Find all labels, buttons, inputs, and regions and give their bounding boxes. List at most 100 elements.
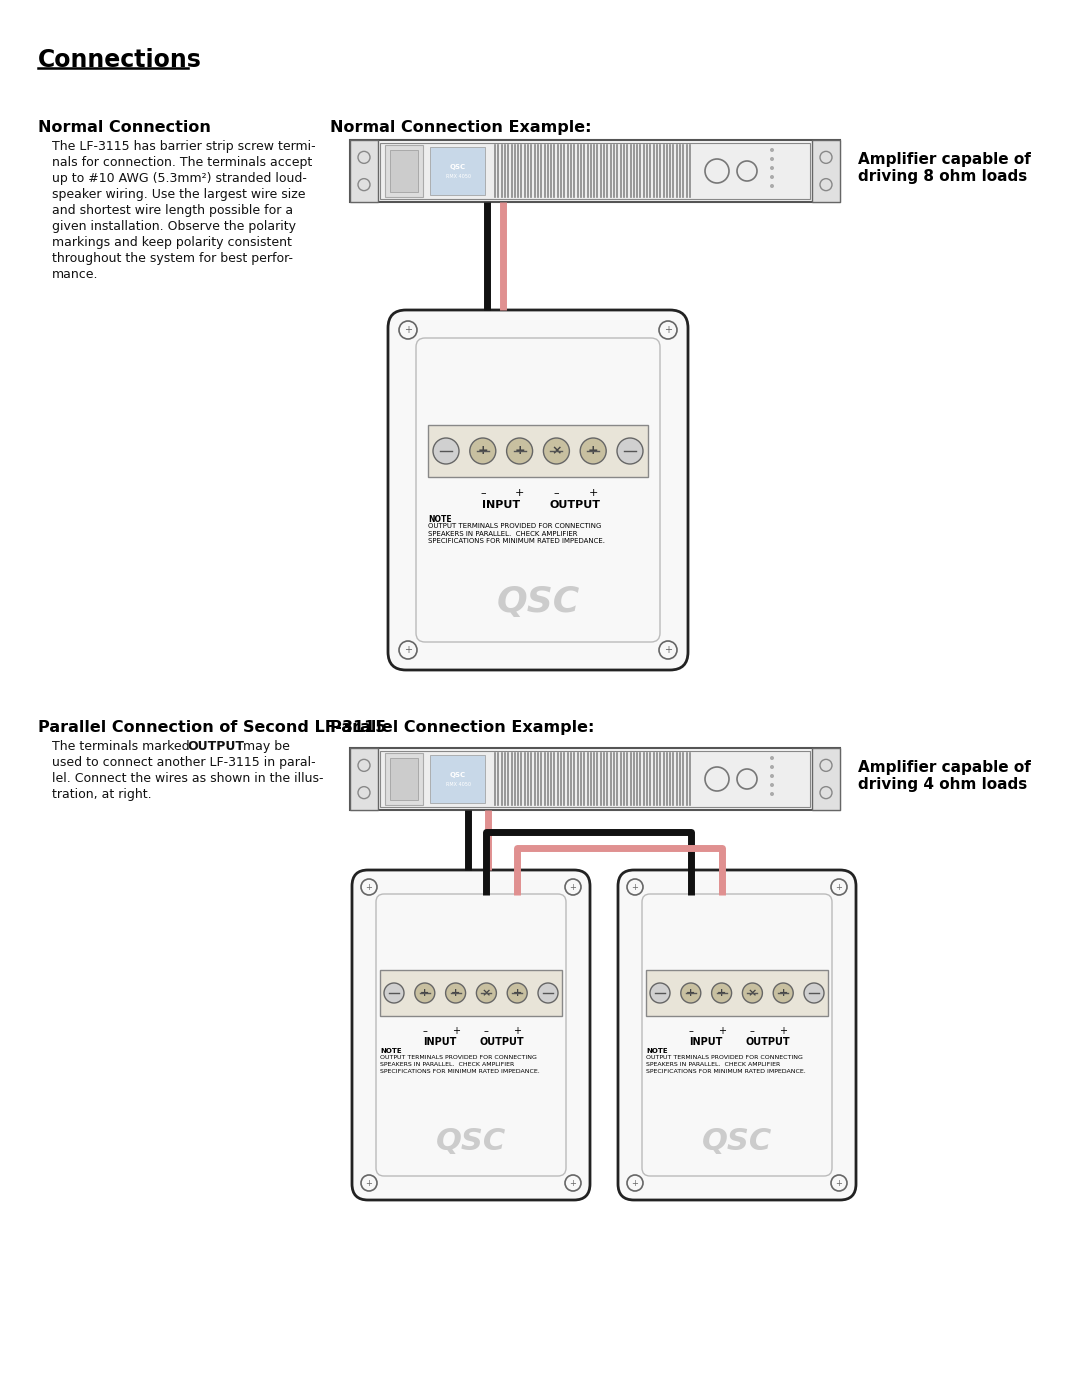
Bar — [350, 747, 840, 810]
Text: Parallel Connection Example:: Parallel Connection Example: — [330, 719, 594, 735]
Circle shape — [804, 983, 824, 1003]
Text: –: – — [750, 1025, 755, 1037]
Text: SPEAKERS IN PARALLEL.  CHECK AMPLIFIER: SPEAKERS IN PARALLEL. CHECK AMPLIFIER — [646, 1062, 780, 1067]
Bar — [350, 140, 840, 203]
Circle shape — [680, 983, 701, 1003]
Circle shape — [770, 782, 774, 787]
Text: +: + — [451, 1025, 460, 1037]
Text: The terminals marked: The terminals marked — [52, 740, 193, 753]
Circle shape — [773, 983, 793, 1003]
Text: SPECIFICATIONS FOR MINIMUM RATED IMPEDANCE.: SPECIFICATIONS FOR MINIMUM RATED IMPEDAN… — [380, 1069, 540, 1074]
FancyBboxPatch shape — [618, 870, 856, 1200]
FancyBboxPatch shape — [416, 338, 660, 643]
Text: +: + — [404, 645, 411, 655]
Circle shape — [742, 983, 762, 1003]
Bar — [384, 753, 423, 805]
Text: –: – — [484, 1025, 489, 1037]
FancyBboxPatch shape — [388, 310, 688, 671]
Text: mance.: mance. — [52, 268, 98, 281]
Circle shape — [433, 439, 459, 464]
Text: +: + — [589, 488, 598, 497]
Text: SPEAKERS IN PARALLEL.  CHECK AMPLIFIER: SPEAKERS IN PARALLEL. CHECK AMPLIFIER — [428, 531, 578, 536]
Text: Connections: Connections — [38, 47, 202, 73]
Text: Amplifier capable of
driving 8 ohm loads: Amplifier capable of driving 8 ohm loads — [858, 152, 1031, 184]
Bar — [390, 149, 418, 191]
Text: –: – — [554, 488, 559, 497]
Text: QSC: QSC — [450, 163, 467, 170]
Text: ×: × — [747, 988, 757, 997]
Text: NOTE: NOTE — [428, 515, 451, 524]
Text: +: + — [451, 988, 460, 997]
Text: ×: × — [482, 988, 491, 997]
Text: +: + — [477, 444, 488, 457]
Circle shape — [476, 983, 497, 1003]
Text: +: + — [365, 883, 373, 891]
Circle shape — [770, 175, 774, 179]
Text: +: + — [717, 1025, 726, 1037]
Text: NOTE: NOTE — [380, 1048, 402, 1053]
Text: +: + — [514, 444, 525, 457]
FancyBboxPatch shape — [352, 870, 590, 1200]
Text: –: – — [422, 1025, 428, 1037]
Text: OUTPUT: OUTPUT — [745, 1037, 791, 1046]
Text: tration, at right.: tration, at right. — [52, 788, 151, 800]
Circle shape — [508, 983, 527, 1003]
Circle shape — [770, 774, 774, 778]
Text: used to connect another LF-3115 in paral-: used to connect another LF-3115 in paral… — [52, 756, 315, 768]
Text: +: + — [513, 1025, 522, 1037]
Text: INPUT: INPUT — [689, 1037, 723, 1046]
Text: +: + — [686, 988, 696, 997]
Text: OUTPUT: OUTPUT — [480, 1037, 524, 1046]
Text: ×: × — [551, 444, 562, 457]
Text: +: + — [515, 488, 524, 497]
Text: Parallel Connection of Second LF-3115: Parallel Connection of Second LF-3115 — [38, 719, 387, 735]
Text: OUTPUT: OUTPUT — [187, 740, 244, 753]
Text: QSC: QSC — [436, 1127, 507, 1157]
Circle shape — [507, 439, 532, 464]
Text: +: + — [569, 1179, 577, 1187]
Text: –: – — [480, 488, 486, 497]
Text: +: + — [664, 645, 672, 655]
Text: The LF-3115 has barrier strip screw termi-: The LF-3115 has barrier strip screw term… — [52, 140, 315, 154]
Bar — [380, 142, 810, 198]
Text: QSC: QSC — [702, 1127, 772, 1157]
Text: may be: may be — [239, 740, 289, 753]
Text: RMX 4050: RMX 4050 — [446, 173, 471, 179]
Text: +: + — [632, 1179, 638, 1187]
Text: QSC: QSC — [450, 773, 467, 778]
Circle shape — [446, 983, 465, 1003]
Text: and shortest wire length possible for a: and shortest wire length possible for a — [52, 204, 293, 217]
Text: +: + — [588, 444, 598, 457]
Circle shape — [770, 184, 774, 189]
Text: RMX 4050: RMX 4050 — [446, 781, 471, 787]
Circle shape — [770, 166, 774, 170]
Bar — [390, 759, 418, 800]
Bar — [384, 145, 423, 197]
Bar — [350, 140, 378, 203]
Text: +: + — [365, 1179, 373, 1187]
Text: OUTPUT TERMINALS PROVIDED FOR CONNECTING: OUTPUT TERMINALS PROVIDED FOR CONNECTING — [380, 1055, 537, 1060]
Circle shape — [470, 439, 496, 464]
Text: nals for connection. The terminals accept: nals for connection. The terminals accep… — [52, 156, 312, 169]
Circle shape — [543, 439, 569, 464]
Circle shape — [770, 156, 774, 161]
Text: +: + — [717, 988, 726, 997]
Text: up to #10 AWG (5.3mm²) stranded loud-: up to #10 AWG (5.3mm²) stranded loud- — [52, 172, 307, 184]
Circle shape — [538, 983, 558, 1003]
FancyBboxPatch shape — [376, 894, 566, 1176]
Text: OUTPUT: OUTPUT — [550, 500, 600, 510]
Circle shape — [770, 148, 774, 152]
Text: +: + — [779, 1025, 787, 1037]
Bar — [430, 754, 485, 803]
Text: QSC: QSC — [497, 585, 580, 619]
Text: speaker wiring. Use the largest wire size: speaker wiring. Use the largest wire siz… — [52, 189, 306, 201]
Text: given installation. Observe the polarity: given installation. Observe the polarity — [52, 219, 296, 233]
Circle shape — [770, 756, 774, 760]
Circle shape — [617, 439, 643, 464]
Text: SPEAKERS IN PARALLEL.  CHECK AMPLIFIER: SPEAKERS IN PARALLEL. CHECK AMPLIFIER — [380, 1062, 514, 1067]
Circle shape — [580, 439, 606, 464]
Text: +: + — [836, 1179, 842, 1187]
Bar — [350, 747, 378, 810]
Text: +: + — [569, 883, 577, 891]
Circle shape — [415, 983, 435, 1003]
